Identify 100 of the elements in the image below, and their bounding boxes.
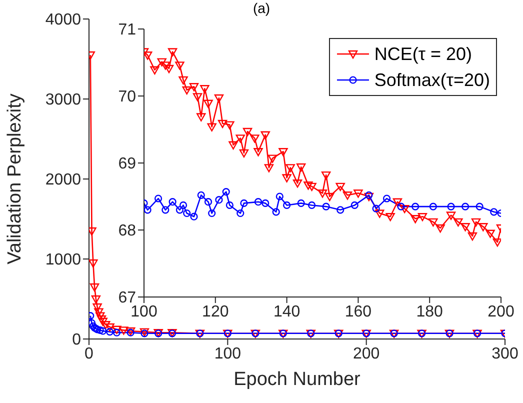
point xyxy=(89,319,96,327)
point xyxy=(144,52,152,60)
point xyxy=(92,303,102,312)
y-tick-label: 70 xyxy=(118,88,136,106)
point xyxy=(228,141,238,150)
point xyxy=(278,148,288,156)
point xyxy=(322,202,330,210)
point xyxy=(176,206,184,214)
point xyxy=(105,323,114,332)
point xyxy=(375,210,384,218)
point xyxy=(276,192,284,200)
point xyxy=(200,85,210,94)
point xyxy=(89,259,98,268)
point xyxy=(208,209,216,218)
point xyxy=(397,202,405,210)
point xyxy=(154,194,162,202)
point xyxy=(196,113,206,122)
point xyxy=(486,230,495,238)
point xyxy=(292,180,302,188)
point xyxy=(112,326,122,334)
point xyxy=(342,192,352,200)
point xyxy=(160,62,170,70)
x-tick-label: 160 xyxy=(344,303,372,320)
point xyxy=(204,198,212,206)
point xyxy=(236,209,244,218)
point xyxy=(90,283,100,292)
point xyxy=(264,164,274,172)
point xyxy=(460,223,470,232)
x-tick-label: 0 xyxy=(84,345,94,362)
point xyxy=(364,192,374,202)
point xyxy=(112,328,121,336)
point xyxy=(476,202,484,210)
point xyxy=(225,121,234,130)
point xyxy=(260,131,270,140)
point xyxy=(400,204,410,214)
point xyxy=(101,321,110,330)
point xyxy=(262,199,270,207)
point xyxy=(392,198,402,206)
point xyxy=(91,295,101,304)
point xyxy=(98,318,108,326)
x-tick-label: 100 xyxy=(214,345,242,362)
point xyxy=(150,66,160,74)
point xyxy=(236,134,245,143)
point xyxy=(215,196,223,204)
point xyxy=(182,86,192,95)
point xyxy=(454,218,463,227)
point xyxy=(272,208,280,216)
point xyxy=(350,201,358,210)
y-tick-label: 69 xyxy=(118,156,136,173)
point xyxy=(240,199,248,207)
point xyxy=(296,163,306,172)
point xyxy=(336,182,345,192)
point xyxy=(268,154,278,163)
point xyxy=(471,218,481,227)
point xyxy=(462,202,470,210)
y-tick-label: 0 xyxy=(72,332,82,349)
point xyxy=(94,308,104,316)
point xyxy=(492,238,501,247)
point xyxy=(318,190,328,198)
legend-label: Softmax(τ=20) xyxy=(374,69,490,92)
point xyxy=(179,201,188,210)
x-tick-label: 200 xyxy=(488,303,514,320)
point xyxy=(197,191,205,199)
point xyxy=(239,149,249,158)
x-tick-label: 300 xyxy=(492,345,518,362)
point xyxy=(144,206,152,214)
point xyxy=(106,328,114,336)
point xyxy=(321,171,331,180)
x-axis-title: Epoch Number xyxy=(234,369,362,390)
point xyxy=(183,209,191,218)
point xyxy=(95,312,105,320)
x-tick-label: 180 xyxy=(416,303,444,320)
point xyxy=(207,123,216,132)
point xyxy=(428,218,438,227)
point xyxy=(382,194,391,202)
point xyxy=(478,223,488,232)
point xyxy=(447,202,455,210)
point xyxy=(410,215,420,224)
point xyxy=(242,128,252,136)
point xyxy=(190,212,198,220)
point xyxy=(178,76,188,85)
point xyxy=(446,212,456,220)
point xyxy=(254,148,263,156)
point xyxy=(119,326,128,335)
point xyxy=(175,62,184,70)
point xyxy=(282,174,292,182)
y-axis-title: Validation Perplexity xyxy=(4,93,26,264)
y-tick-label: 2000 xyxy=(45,172,82,189)
point xyxy=(162,206,170,214)
point xyxy=(96,326,104,334)
point xyxy=(436,224,445,233)
legend-label: NCE(τ = 20) xyxy=(374,43,472,66)
point xyxy=(250,134,260,143)
y-tick-label: 3000 xyxy=(45,92,82,109)
point xyxy=(304,182,313,190)
point xyxy=(226,201,234,210)
point xyxy=(297,199,305,207)
y-tick-label: 71 xyxy=(118,22,136,39)
point xyxy=(192,93,202,102)
point xyxy=(168,198,176,206)
